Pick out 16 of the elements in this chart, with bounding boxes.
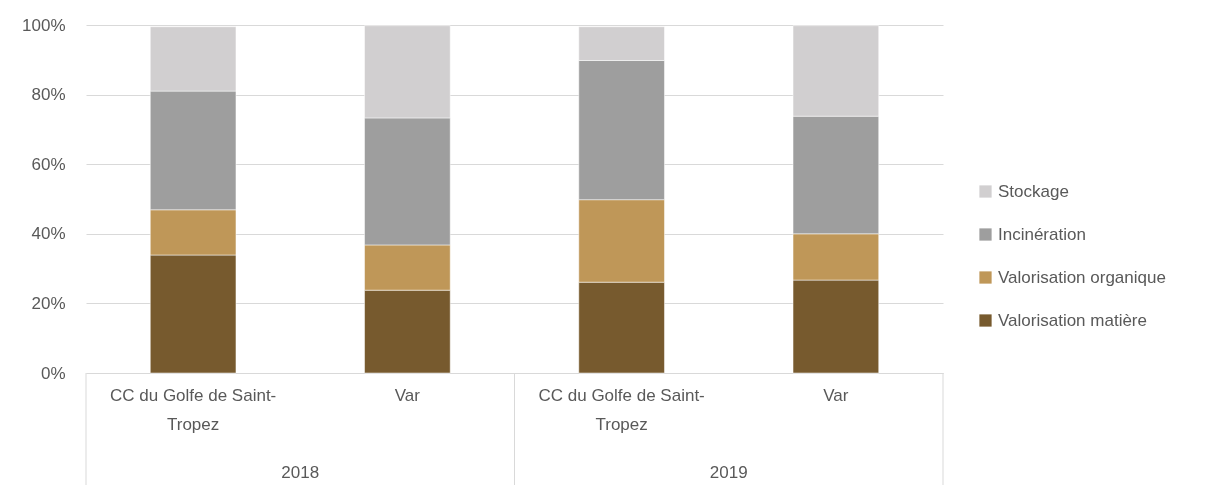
legend-label: Valorisation organique [998, 267, 1166, 287]
x-tick-label: Var [394, 385, 421, 405]
y-tick-label: 100% [22, 15, 66, 35]
text: 2019 [709, 463, 748, 482]
x-tick-label: Var [823, 385, 849, 405]
y-tick-label: 20% [31, 293, 66, 313]
legend-label: Valorisation matière [998, 310, 1147, 330]
text: 2018 [281, 463, 320, 482]
y-tick-label: 60% [31, 154, 66, 174]
y-tick-label: 40% [31, 224, 66, 244]
y-tick-label: 80% [31, 85, 66, 105]
legend-label: Stockage [998, 181, 1069, 201]
y-tick-label: 0% [40, 363, 66, 383]
x-tick-label: CC du Golfe de Saint-Tropez [538, 385, 705, 434]
x-tick-label: CC du Golfe de Saint-Tropez [109, 385, 277, 434]
legend-label: Incinération [998, 224, 1086, 244]
